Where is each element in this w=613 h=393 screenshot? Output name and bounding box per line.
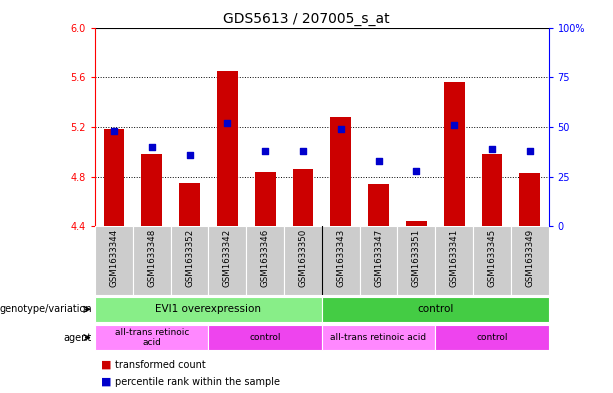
Bar [444, 82, 465, 226]
Bar [104, 129, 124, 226]
Bar [330, 117, 351, 226]
Bar [397, 226, 435, 295]
Bar [435, 325, 549, 350]
Bar [284, 226, 322, 295]
Text: GSM1633350: GSM1633350 [299, 228, 308, 286]
Bar [95, 325, 208, 350]
Bar [519, 173, 540, 226]
Text: GSM1633344: GSM1633344 [109, 228, 118, 286]
Bar [133, 226, 170, 295]
Bar [511, 226, 549, 295]
Bar [208, 226, 246, 295]
Bar [95, 226, 133, 295]
Point [411, 167, 421, 174]
Bar [360, 226, 397, 295]
Bar [246, 226, 284, 295]
Text: all-trans retinoic acid: all-trans retinoic acid [330, 333, 427, 342]
Point [223, 120, 232, 126]
Bar [322, 325, 435, 350]
Text: control: control [417, 304, 454, 314]
Bar [142, 154, 162, 226]
Bar [322, 226, 360, 295]
Text: GSM1633347: GSM1633347 [374, 228, 383, 286]
Bar [406, 221, 427, 226]
Bar [170, 226, 208, 295]
Bar [322, 297, 549, 322]
Point [298, 148, 308, 154]
Text: control: control [249, 333, 281, 342]
Bar [473, 226, 511, 295]
Point [449, 122, 459, 128]
Point [487, 146, 497, 152]
Point [336, 126, 346, 132]
Text: GSM1633351: GSM1633351 [412, 228, 421, 286]
Bar [292, 169, 313, 226]
Bar [435, 226, 473, 295]
Text: control: control [476, 333, 508, 342]
Text: GSM1633352: GSM1633352 [185, 228, 194, 286]
Text: GSM1633342: GSM1633342 [223, 228, 232, 286]
Text: GSM1633345: GSM1633345 [487, 228, 497, 286]
Text: GSM1633343: GSM1633343 [336, 228, 345, 286]
Text: GDS5613 / 207005_s_at: GDS5613 / 207005_s_at [223, 12, 390, 26]
Text: ■: ■ [101, 376, 112, 387]
Text: ■: ■ [101, 360, 112, 370]
Text: EVI1 overexpression: EVI1 overexpression [156, 304, 261, 314]
Bar [95, 297, 322, 322]
Point [260, 148, 270, 154]
Point [373, 158, 384, 164]
Bar [255, 172, 275, 226]
Text: GSM1633348: GSM1633348 [147, 228, 156, 286]
Bar [368, 184, 389, 226]
Point [147, 144, 156, 150]
Text: transformed count: transformed count [115, 360, 205, 370]
Bar [482, 154, 502, 226]
Point [525, 148, 535, 154]
Text: all-trans retinoic
acid: all-trans retinoic acid [115, 328, 189, 347]
Text: agent: agent [64, 332, 92, 343]
Bar [179, 183, 200, 226]
Text: percentile rank within the sample: percentile rank within the sample [115, 376, 280, 387]
Bar [208, 325, 322, 350]
Point [109, 128, 119, 134]
Text: genotype/variation: genotype/variation [0, 304, 92, 314]
Point [185, 152, 194, 158]
Text: GSM1633346: GSM1633346 [261, 228, 270, 286]
Text: GSM1633341: GSM1633341 [449, 228, 459, 286]
Text: GSM1633349: GSM1633349 [525, 228, 535, 286]
Bar [217, 71, 238, 226]
